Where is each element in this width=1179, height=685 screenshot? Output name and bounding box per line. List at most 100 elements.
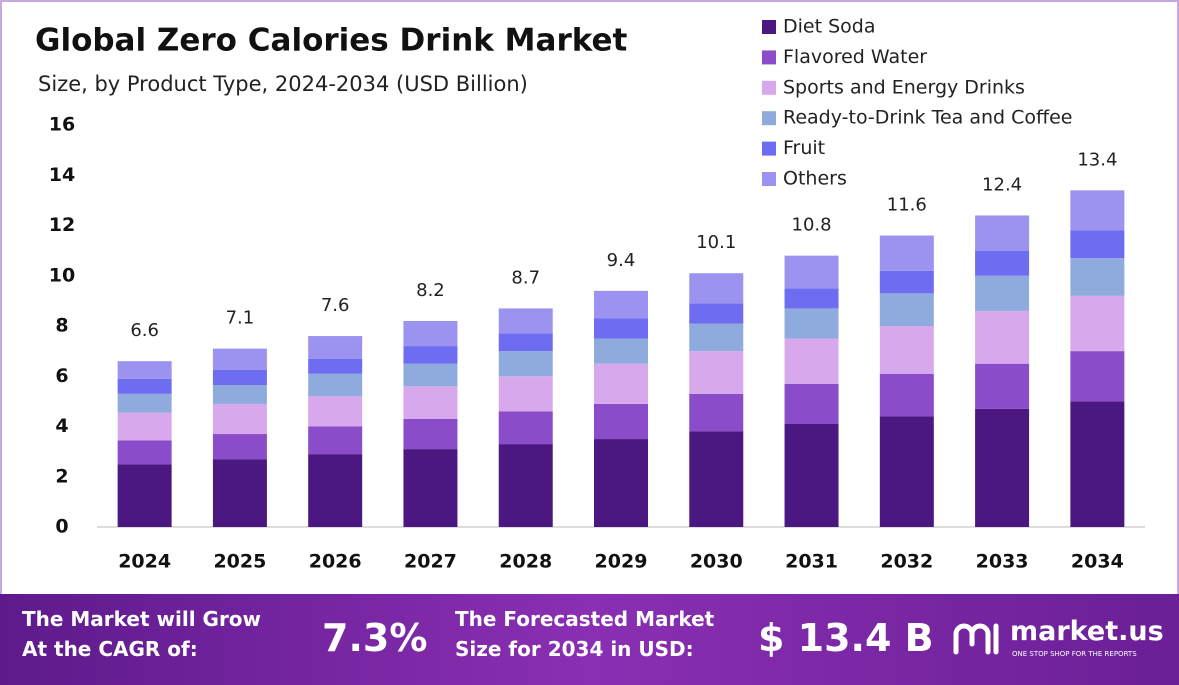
total-label: 7.6 <box>321 295 350 316</box>
bar-segment <box>594 403 648 440</box>
bar-segment <box>498 351 553 377</box>
bar-segment <box>879 270 934 294</box>
bar-segment <box>879 293 934 326</box>
bar-segment <box>975 215 1030 251</box>
bar-segment <box>117 464 172 527</box>
bar-segment <box>308 358 363 374</box>
bar-segment <box>689 431 744 527</box>
bar-segment <box>784 423 839 527</box>
bar-segment <box>1070 295 1125 352</box>
total-label: 11.6 <box>887 195 927 216</box>
x-tick-label: 2027 <box>404 551 457 573</box>
bar-segment <box>212 348 267 370</box>
x-tick-label: 2032 <box>880 551 933 573</box>
x-tick-label: 2024 <box>118 551 171 573</box>
bar-segment <box>784 308 839 339</box>
bar-segment <box>975 408 1030 527</box>
legend-swatch <box>762 20 776 34</box>
x-tick-label: 2029 <box>595 551 648 573</box>
bar-segment <box>117 412 172 441</box>
bar-segment <box>594 363 648 404</box>
text: At the CAGR of: <box>22 637 198 661</box>
total-label: 8.2 <box>416 280 445 301</box>
chart-title: Global Zero Calories Drink Market <box>35 23 628 59</box>
cagr-label: The Market will Grow At the CAGR of: <box>22 604 261 664</box>
y-tick-label: 6 <box>55 365 68 387</box>
frame <box>0 0 1179 594</box>
y-tick-label: 16 <box>49 114 75 136</box>
y-tick-label: 8 <box>55 315 68 337</box>
legend-swatch <box>762 80 776 95</box>
x-tick-label: 2033 <box>976 551 1029 573</box>
total-label: 7.1 <box>226 308 255 329</box>
bar-segment <box>1070 351 1125 402</box>
bar-segment <box>212 434 267 460</box>
y-tick-label: 4 <box>55 415 68 437</box>
bar-segment <box>212 403 267 435</box>
bar-segment <box>308 396 363 427</box>
y-tick-label: 14 <box>49 164 75 186</box>
bar-segment <box>212 385 267 404</box>
bar-segment <box>689 351 744 394</box>
bar-segment <box>117 361 172 379</box>
total-label: 6.6 <box>130 320 159 341</box>
total-label: 10.8 <box>792 215 832 236</box>
bar-segment <box>975 275 1030 311</box>
legend-swatch <box>762 50 776 65</box>
total-label: 8.7 <box>511 267 540 288</box>
bar-segment <box>784 255 839 289</box>
bar-segment <box>308 336 363 359</box>
bar-segment <box>498 411 553 445</box>
bar-segment <box>594 338 648 364</box>
text: Size for 2034 in USD: <box>455 637 694 661</box>
logo-icon <box>953 623 999 655</box>
bar-segment <box>975 363 1030 409</box>
bar-segment <box>498 444 553 527</box>
text: The Forecasted Market <box>455 607 715 631</box>
bar-segment <box>689 393 744 432</box>
bar-segment <box>879 235 934 271</box>
legend-swatch <box>762 172 776 186</box>
x-tick-label: 2034 <box>1071 551 1124 573</box>
footer: The Market will Grow At the CAGR of: 7.3%… <box>0 594 1179 685</box>
bar-segment <box>975 250 1030 276</box>
x-tick-label: 2026 <box>309 551 362 573</box>
x-tick-label: 2031 <box>785 551 838 573</box>
bar-segment <box>879 373 934 417</box>
chart-subtitle: Size, by Product Type, 2024-2034 (USD Bi… <box>38 72 528 96</box>
bar-segment <box>117 378 172 394</box>
legend-label: Diet Soda <box>783 16 875 38</box>
bar-segment <box>403 418 458 450</box>
bar-segment <box>117 393 172 413</box>
brand: market.us <box>1010 616 1164 647</box>
x-tick-label: 2025 <box>213 551 266 573</box>
bar-segment <box>975 310 1030 364</box>
y-tick-label: 0 <box>55 516 68 538</box>
bar-segment <box>594 318 648 339</box>
bar-segment <box>498 308 553 334</box>
bar-segment <box>403 320 458 347</box>
bar-segment <box>212 459 267 527</box>
tagline: ONE STOP SHOP FOR THE REPORTS <box>1012 650 1137 658</box>
bar-segment <box>403 386 458 419</box>
bar-segment <box>594 439 648 527</box>
y-tick-label: 10 <box>49 264 75 286</box>
legend-swatch <box>762 111 776 126</box>
legend-label: Others <box>783 168 847 190</box>
y-tick-label: 2 <box>55 465 68 487</box>
bar-segment <box>689 303 744 324</box>
bar-segment <box>784 288 839 309</box>
bar-segment <box>689 273 744 304</box>
legend-label: Ready-to-Drink Tea and Coffee <box>783 107 1073 129</box>
text: The Market will Grow <box>22 607 262 631</box>
bar-segment <box>1070 258 1125 296</box>
total-label: 12.4 <box>982 174 1022 195</box>
y-tick-label: 12 <box>49 214 75 236</box>
bar-segment <box>212 369 267 386</box>
legend-label: Sports and Energy Drinks <box>783 76 1025 98</box>
legend-label: Flavored Water <box>783 46 927 68</box>
bar-segment <box>403 346 458 364</box>
x-tick-label: 2028 <box>499 551 552 573</box>
bar-segment <box>784 383 839 424</box>
